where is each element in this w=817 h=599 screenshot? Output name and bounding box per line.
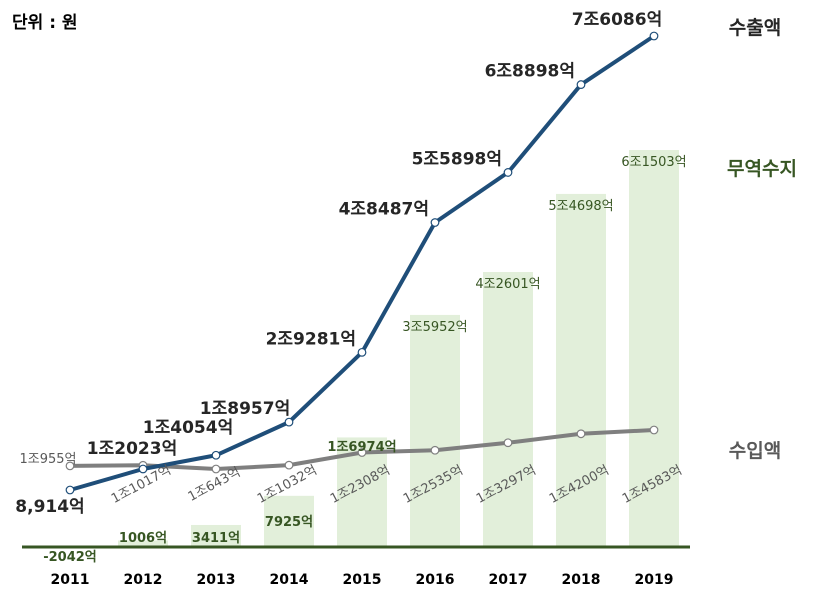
- balance-label-2019: 6조1503억: [621, 155, 686, 170]
- series-name-balance: 무역수지: [727, 158, 797, 180]
- balance-label-2013: 3411억: [192, 531, 240, 546]
- x-tick-2015: 2015: [343, 572, 382, 588]
- import-label-2011: 1조955억: [19, 452, 76, 467]
- export-label-2013: 1조4054억: [143, 418, 233, 438]
- x-tick-2016: 2016: [416, 572, 455, 588]
- x-tick-2013: 2013: [197, 572, 236, 588]
- series-name-export: 수출액: [729, 17, 781, 39]
- x-tick-2017: 2017: [489, 572, 528, 588]
- import-line-point-2013: [211, 464, 221, 474]
- bar-2014: [264, 495, 314, 547]
- export-line-point-2019: [649, 31, 659, 41]
- balance-label-2017: 4조2601억: [475, 277, 540, 292]
- balance-label-2014: 7925억: [265, 515, 313, 530]
- export-label-2015: 2조9281억: [266, 329, 356, 349]
- balance-label-2016: 3조5952억: [402, 320, 467, 335]
- export-line-point-2018: [576, 80, 586, 89]
- series-lines: [65, 31, 659, 495]
- x-tick-2011: 2011: [51, 572, 90, 588]
- balance-label-2012: 1006억: [119, 531, 167, 546]
- export-label-2018: 6조8898억: [485, 62, 575, 82]
- export-line-point-2014: [284, 417, 294, 427]
- x-tick-2012: 2012: [124, 572, 163, 588]
- bar-2012: [118, 540, 168, 547]
- import-line-point-2019: [649, 425, 659, 435]
- export-line-point-2015: [357, 347, 367, 357]
- export-line-point-2017: [503, 168, 513, 177]
- bar-2016: [410, 314, 460, 547]
- export-label-2014: 1조8957억: [200, 399, 290, 419]
- export-line-point-2016: [430, 218, 440, 227]
- import-line-point-2014: [284, 460, 294, 470]
- x-tick-2018: 2018: [562, 572, 601, 588]
- export-label-2016: 4조8487억: [339, 200, 429, 220]
- import-line-point-2017: [503, 438, 513, 448]
- export-line-point-2011: [65, 485, 75, 495]
- import-line-point-2018: [576, 429, 586, 439]
- import-line-point-2015: [357, 448, 367, 457]
- x-tick-2019: 2019: [635, 572, 674, 588]
- import-line-point-2011: [65, 461, 75, 471]
- bar-2018: [556, 193, 606, 547]
- balance-label-2011: -2042억: [43, 550, 97, 565]
- balance-label-2018: 5조4698억: [548, 199, 613, 214]
- x-tick-labels: 2011 2012 2013 2014 2015 2016 2017 2018 2019: [51, 572, 674, 588]
- unit-label: 단위 : 원: [12, 13, 78, 33]
- export-line-point-2013: [211, 450, 221, 460]
- import-line-point-2016: [430, 445, 440, 455]
- series-name-import: 수입액: [729, 440, 781, 462]
- export-label-2019: 7조6086억: [572, 10, 662, 30]
- export-label-2011: 8,914억: [15, 497, 84, 517]
- balance-label-2015: 1조6974억: [327, 440, 396, 455]
- export-label-2012: 1조2023억: [87, 439, 177, 459]
- bar-2017: [483, 272, 533, 547]
- export-line-point-2012: [138, 464, 148, 474]
- bar-2019: [629, 150, 679, 547]
- bar-2013: [191, 524, 241, 547]
- x-tick-2014: 2014: [270, 572, 309, 588]
- export-label-2017: 5조5898억: [412, 149, 502, 169]
